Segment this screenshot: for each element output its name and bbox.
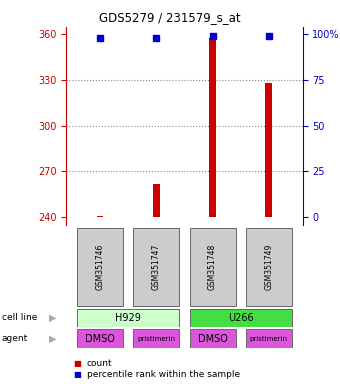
Text: DMSO: DMSO [85, 334, 115, 344]
FancyBboxPatch shape [189, 309, 292, 327]
Bar [266, 83, 272, 217]
Text: DMSO: DMSO [198, 334, 227, 344]
FancyBboxPatch shape [246, 228, 292, 306]
Text: percentile rank within the sample: percentile rank within the sample [87, 370, 240, 379]
Text: ▶: ▶ [49, 334, 56, 344]
Text: cell line: cell line [2, 313, 37, 323]
Bar [209, 38, 216, 217]
Text: GSM351746: GSM351746 [96, 244, 105, 290]
FancyBboxPatch shape [77, 309, 180, 327]
Bar [153, 184, 160, 217]
FancyBboxPatch shape [133, 228, 180, 306]
Text: agent: agent [2, 334, 28, 343]
Bar [97, 215, 103, 217]
Text: pristimerin: pristimerin [250, 336, 288, 342]
Text: H929: H929 [115, 313, 141, 323]
Text: ■: ■ [73, 359, 81, 368]
Text: ■: ■ [73, 370, 81, 379]
Text: U266: U266 [228, 313, 254, 323]
Text: GDS5279 / 231579_s_at: GDS5279 / 231579_s_at [99, 12, 241, 25]
FancyBboxPatch shape [77, 329, 123, 348]
Text: GSM351748: GSM351748 [208, 244, 217, 290]
FancyBboxPatch shape [246, 329, 292, 348]
FancyBboxPatch shape [189, 228, 236, 306]
Text: pristimerin: pristimerin [137, 336, 175, 342]
Text: count: count [87, 359, 112, 368]
FancyBboxPatch shape [77, 228, 123, 306]
FancyBboxPatch shape [133, 329, 180, 348]
Text: GSM351749: GSM351749 [264, 244, 273, 290]
Text: GSM351747: GSM351747 [152, 244, 161, 290]
FancyBboxPatch shape [189, 329, 236, 348]
Text: ▶: ▶ [49, 313, 56, 323]
